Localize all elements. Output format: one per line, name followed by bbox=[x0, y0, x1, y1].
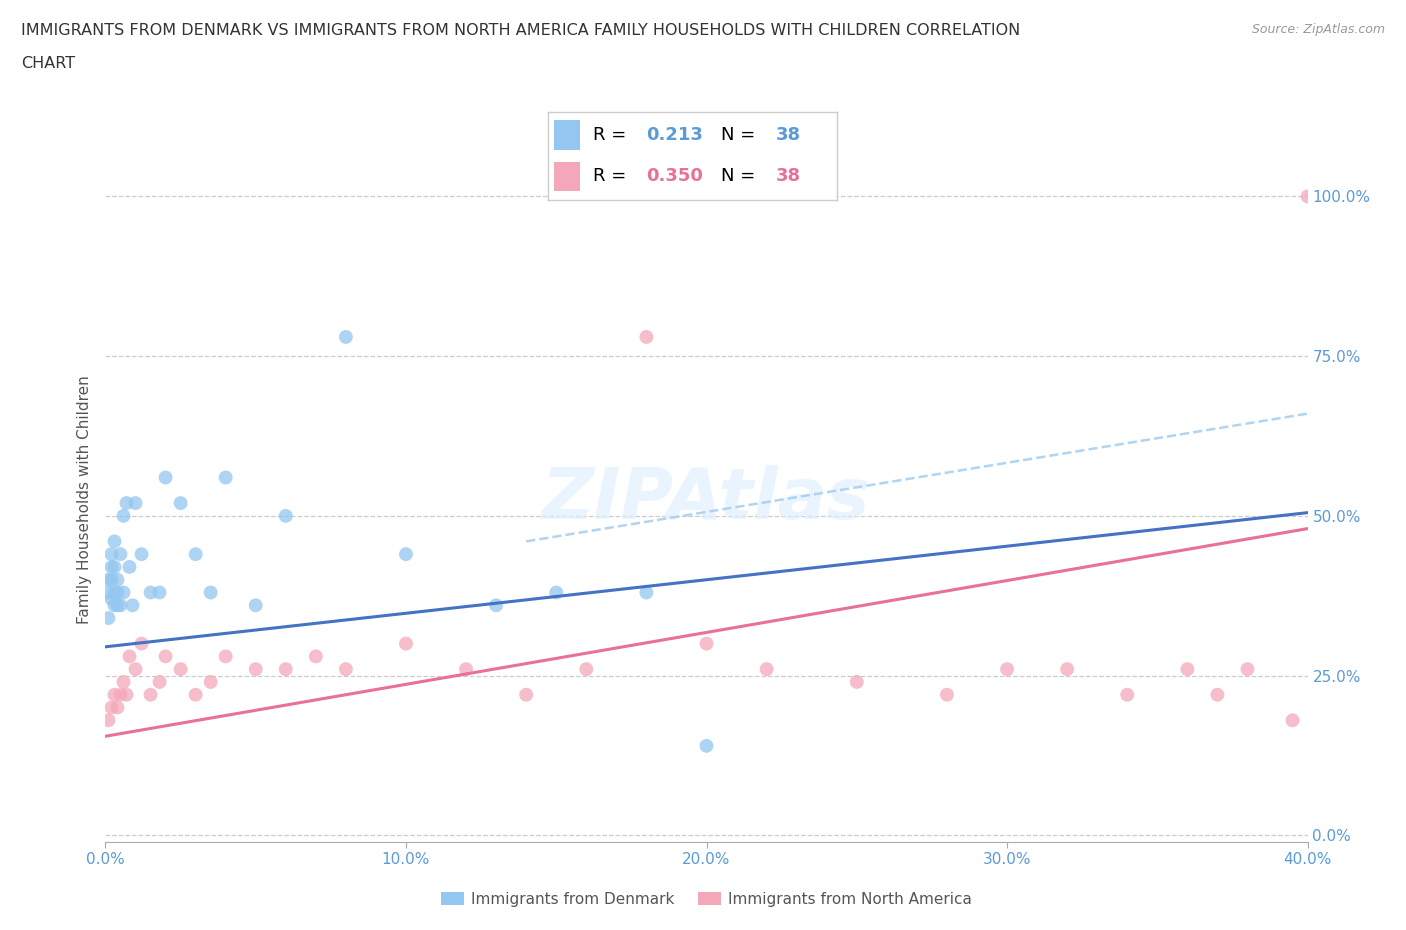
Point bbox=[124, 496, 146, 511]
Point bbox=[214, 649, 236, 664]
Point bbox=[107, 598, 129, 613]
Point bbox=[169, 662, 191, 677]
Point bbox=[395, 636, 418, 651]
Text: CHART: CHART bbox=[21, 56, 75, 71]
Point bbox=[131, 547, 153, 562]
Point bbox=[155, 470, 177, 485]
Bar bbox=[554, 162, 581, 192]
Text: 0.213: 0.213 bbox=[647, 126, 703, 144]
Point bbox=[107, 585, 129, 600]
Point bbox=[124, 662, 146, 677]
Point bbox=[107, 700, 129, 715]
Point bbox=[110, 687, 132, 702]
Point bbox=[103, 687, 125, 702]
Point bbox=[112, 674, 135, 689]
Point bbox=[100, 572, 122, 587]
Point bbox=[1206, 687, 1229, 702]
Text: R =: R = bbox=[593, 167, 633, 185]
Point bbox=[118, 649, 141, 664]
Point bbox=[100, 560, 122, 575]
Point bbox=[115, 496, 138, 511]
Y-axis label: Family Households with Children: Family Households with Children bbox=[77, 376, 93, 624]
Point bbox=[121, 598, 143, 613]
Text: 0.350: 0.350 bbox=[647, 167, 703, 185]
Text: R =: R = bbox=[593, 126, 633, 144]
Point bbox=[100, 591, 122, 606]
Point bbox=[148, 585, 170, 600]
Text: 38: 38 bbox=[776, 167, 801, 185]
Point bbox=[131, 636, 153, 651]
Text: N =: N = bbox=[721, 167, 761, 185]
Text: 38: 38 bbox=[776, 126, 801, 144]
Point bbox=[200, 674, 222, 689]
Point bbox=[1116, 687, 1139, 702]
Point bbox=[115, 687, 138, 702]
Point bbox=[845, 674, 868, 689]
Point bbox=[1236, 662, 1258, 677]
Point bbox=[139, 585, 162, 600]
Legend: Immigrants from Denmark, Immigrants from North America: Immigrants from Denmark, Immigrants from… bbox=[434, 885, 979, 912]
Point bbox=[100, 700, 122, 715]
Point bbox=[97, 572, 120, 587]
Point bbox=[755, 662, 778, 677]
Point bbox=[696, 738, 718, 753]
Point bbox=[305, 649, 328, 664]
Point bbox=[103, 585, 125, 600]
Point bbox=[335, 329, 357, 344]
Point bbox=[100, 547, 122, 562]
Point bbox=[184, 547, 207, 562]
Point bbox=[110, 598, 132, 613]
Point bbox=[148, 674, 170, 689]
Point bbox=[936, 687, 959, 702]
Point bbox=[155, 649, 177, 664]
Point bbox=[97, 585, 120, 600]
Point bbox=[995, 662, 1018, 677]
Point bbox=[274, 509, 297, 524]
Point bbox=[169, 496, 191, 511]
Point bbox=[110, 547, 132, 562]
Point bbox=[485, 598, 508, 613]
Point bbox=[335, 662, 357, 677]
Point bbox=[97, 712, 120, 727]
Point bbox=[636, 329, 658, 344]
Text: N =: N = bbox=[721, 126, 761, 144]
Point bbox=[103, 534, 125, 549]
Point bbox=[214, 470, 236, 485]
Point bbox=[245, 662, 267, 677]
Point bbox=[184, 687, 207, 702]
Point bbox=[575, 662, 598, 677]
Point bbox=[454, 662, 477, 677]
Point bbox=[200, 585, 222, 600]
Text: ZIPAtlas: ZIPAtlas bbox=[543, 465, 870, 535]
Point bbox=[546, 585, 568, 600]
Point bbox=[395, 547, 418, 562]
Point bbox=[696, 636, 718, 651]
Point bbox=[515, 687, 537, 702]
Text: Source: ZipAtlas.com: Source: ZipAtlas.com bbox=[1251, 23, 1385, 36]
Point bbox=[636, 585, 658, 600]
Text: IMMIGRANTS FROM DENMARK VS IMMIGRANTS FROM NORTH AMERICA FAMILY HOUSEHOLDS WITH : IMMIGRANTS FROM DENMARK VS IMMIGRANTS FR… bbox=[21, 23, 1021, 38]
Point bbox=[1056, 662, 1078, 677]
Point bbox=[112, 585, 135, 600]
Point bbox=[274, 662, 297, 677]
Point bbox=[103, 560, 125, 575]
Point bbox=[107, 572, 129, 587]
Point bbox=[139, 687, 162, 702]
Point bbox=[245, 598, 267, 613]
Point bbox=[118, 560, 141, 575]
Point bbox=[1175, 662, 1198, 677]
Bar bbox=[554, 121, 581, 150]
Point bbox=[1296, 189, 1319, 204]
Point bbox=[97, 611, 120, 626]
Point bbox=[112, 509, 135, 524]
Point bbox=[1281, 712, 1303, 727]
Point bbox=[103, 598, 125, 613]
